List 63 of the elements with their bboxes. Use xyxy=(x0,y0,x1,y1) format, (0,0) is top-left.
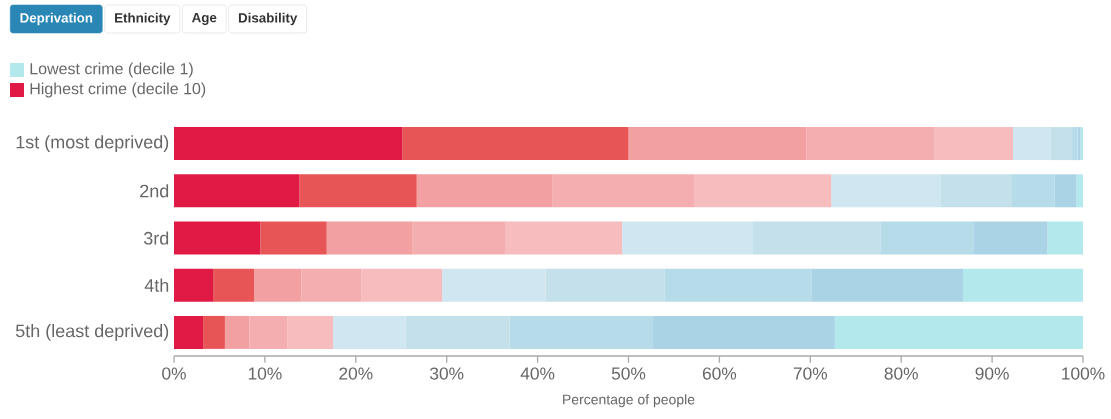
bar xyxy=(412,221,506,255)
text: Deprivation xyxy=(20,12,93,26)
text: Age xyxy=(191,12,217,25)
bar xyxy=(299,174,417,208)
bar xyxy=(287,315,334,349)
bar xyxy=(402,127,629,161)
y-tick-label: 2nd xyxy=(140,184,169,198)
bar xyxy=(1076,174,1083,208)
bar xyxy=(940,174,1012,208)
bar xyxy=(963,268,1083,302)
bar xyxy=(505,221,623,255)
bar xyxy=(203,315,225,349)
bar xyxy=(405,315,510,349)
bar xyxy=(1047,221,1083,255)
bar xyxy=(213,268,254,302)
bar xyxy=(834,315,1083,349)
bar xyxy=(174,127,403,161)
x-tick-label: 20% xyxy=(339,367,373,380)
bar xyxy=(622,221,754,255)
y-tick-label: 3rd xyxy=(143,231,169,245)
bar xyxy=(253,268,302,302)
y-tick-label: 4th xyxy=(144,278,169,292)
x-tick-label: 100% xyxy=(1062,367,1105,380)
bar xyxy=(1050,127,1073,161)
bar xyxy=(224,315,250,349)
bar xyxy=(831,174,941,208)
bar xyxy=(552,174,694,208)
bar xyxy=(806,127,934,161)
legend-label: Highest crime (decile 10) xyxy=(30,82,206,98)
x-tick-label: 30% xyxy=(430,367,464,380)
text: Ethnicity xyxy=(115,12,171,26)
bar xyxy=(260,221,327,255)
bar xyxy=(933,127,1014,161)
text: Disability xyxy=(238,12,298,26)
bar xyxy=(174,174,300,208)
bar xyxy=(416,174,553,208)
bar xyxy=(249,315,288,349)
x-axis-title: Percentage of people xyxy=(563,394,695,408)
bar xyxy=(628,127,807,161)
x-tick-label: 0% xyxy=(162,367,186,380)
bar xyxy=(442,268,546,302)
y-tick-label: 5th (least deprived) xyxy=(15,324,169,341)
bar xyxy=(326,221,413,255)
x-tick-label: 50% xyxy=(611,367,646,380)
bar xyxy=(301,268,362,302)
bar xyxy=(361,268,443,302)
legend-label: Lowest crime (decile 1) xyxy=(30,62,193,78)
bar xyxy=(333,315,406,349)
x-tick-label: 40% xyxy=(520,367,555,380)
y-tick-label: 1st (most deprived) xyxy=(16,135,169,153)
x-tick-label: 90% xyxy=(975,367,1009,380)
bar xyxy=(545,268,665,302)
x-tick-label: 60% xyxy=(702,367,737,380)
x-tick-label: 10% xyxy=(248,367,282,380)
bar xyxy=(174,315,204,349)
bar xyxy=(693,174,832,208)
bar xyxy=(174,221,261,255)
x-tick-label: 70% xyxy=(793,367,828,380)
x-tick-label: 80% xyxy=(884,367,918,380)
bar xyxy=(753,221,881,255)
bar xyxy=(1072,127,1078,161)
bar xyxy=(1013,127,1051,161)
bar xyxy=(174,268,214,302)
